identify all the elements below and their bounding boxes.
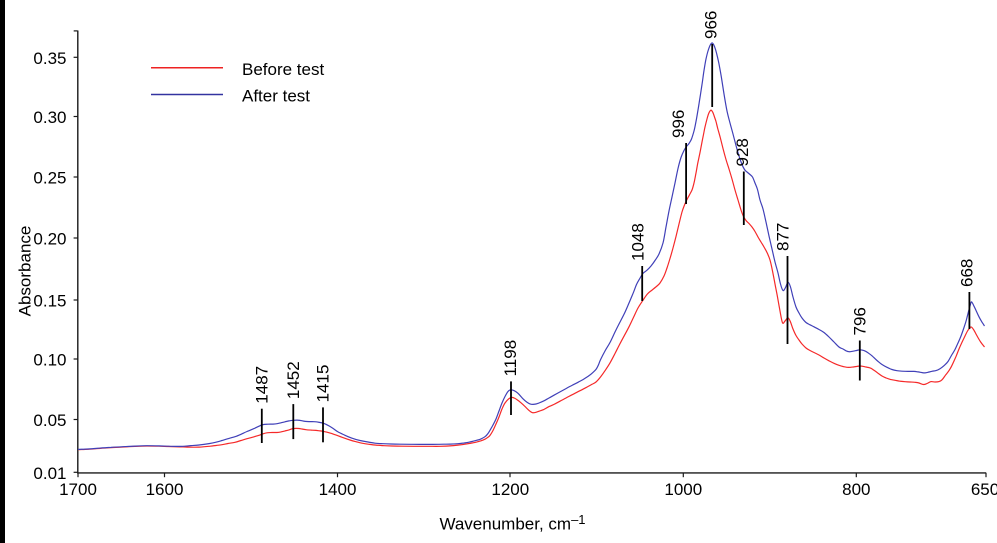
svg-text:1198: 1198 (501, 340, 520, 377)
svg-text:796: 796 (850, 307, 869, 335)
svg-text:0.20: 0.20 (33, 230, 66, 249)
svg-text:1400: 1400 (319, 480, 357, 499)
svg-text:0.25: 0.25 (33, 169, 66, 188)
svg-text:Before test: Before test (242, 60, 324, 79)
svg-text:0.10: 0.10 (33, 351, 66, 370)
svg-text:0.15: 0.15 (33, 292, 66, 311)
svg-text:966: 966 (702, 11, 721, 39)
svg-text:1200: 1200 (491, 480, 529, 499)
svg-text:0.05: 0.05 (33, 411, 66, 430)
svg-text:Wavenumber, cm–1: Wavenumber, cm–1 (439, 512, 585, 534)
svg-text:1415: 1415 (314, 365, 333, 403)
svg-text:1487: 1487 (252, 366, 271, 404)
svg-text:0.01: 0.01 (33, 464, 66, 483)
svg-text:Absorbance: Absorbance (16, 226, 35, 317)
svg-text:928: 928 (733, 138, 752, 166)
svg-text:996: 996 (669, 110, 688, 138)
svg-text:1000: 1000 (664, 480, 702, 499)
svg-text:1600: 1600 (146, 480, 184, 499)
svg-text:877: 877 (774, 223, 793, 251)
svg-text:668: 668 (957, 259, 976, 287)
svg-text:800: 800 (842, 480, 870, 499)
svg-text:650: 650 (971, 480, 997, 499)
svg-text:After test: After test (242, 87, 310, 106)
svg-text:1452: 1452 (284, 361, 303, 399)
svg-text:1700: 1700 (59, 480, 97, 499)
svg-text:1048: 1048 (629, 223, 648, 261)
svg-text:0.30: 0.30 (33, 108, 66, 127)
svg-text:0.35: 0.35 (33, 49, 66, 68)
